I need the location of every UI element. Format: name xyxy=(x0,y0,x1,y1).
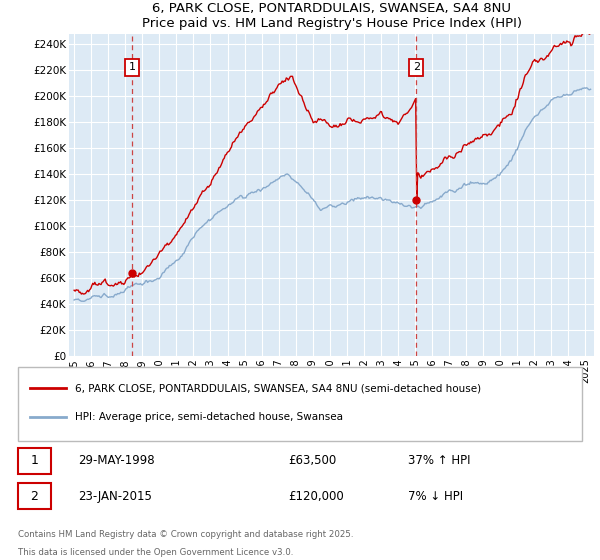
Title: 6, PARK CLOSE, PONTARDDULAIS, SWANSEA, SA4 8NU
Price paid vs. HM Land Registry's: 6, PARK CLOSE, PONTARDDULAIS, SWANSEA, S… xyxy=(142,2,521,30)
Text: Contains HM Land Registry data © Crown copyright and database right 2025.: Contains HM Land Registry data © Crown c… xyxy=(18,530,353,539)
Text: 1: 1 xyxy=(129,62,136,72)
Text: This data is licensed under the Open Government Licence v3.0.: This data is licensed under the Open Gov… xyxy=(18,548,293,557)
Text: £63,500: £63,500 xyxy=(288,454,336,467)
Text: 6, PARK CLOSE, PONTARDDULAIS, SWANSEA, SA4 8NU (semi-detached house): 6, PARK CLOSE, PONTARDDULAIS, SWANSEA, S… xyxy=(75,383,481,393)
Text: 23-JAN-2015: 23-JAN-2015 xyxy=(78,490,152,503)
Text: 7% ↓ HPI: 7% ↓ HPI xyxy=(408,490,463,503)
Text: £120,000: £120,000 xyxy=(288,490,344,503)
Text: 2: 2 xyxy=(413,62,420,72)
Text: 2: 2 xyxy=(30,490,38,503)
Text: 1: 1 xyxy=(30,454,38,467)
Text: HPI: Average price, semi-detached house, Swansea: HPI: Average price, semi-detached house,… xyxy=(75,412,343,422)
FancyBboxPatch shape xyxy=(18,483,51,509)
FancyBboxPatch shape xyxy=(18,447,51,474)
Text: 29-MAY-1998: 29-MAY-1998 xyxy=(78,454,155,467)
FancyBboxPatch shape xyxy=(18,367,582,441)
Text: 37% ↑ HPI: 37% ↑ HPI xyxy=(408,454,470,467)
